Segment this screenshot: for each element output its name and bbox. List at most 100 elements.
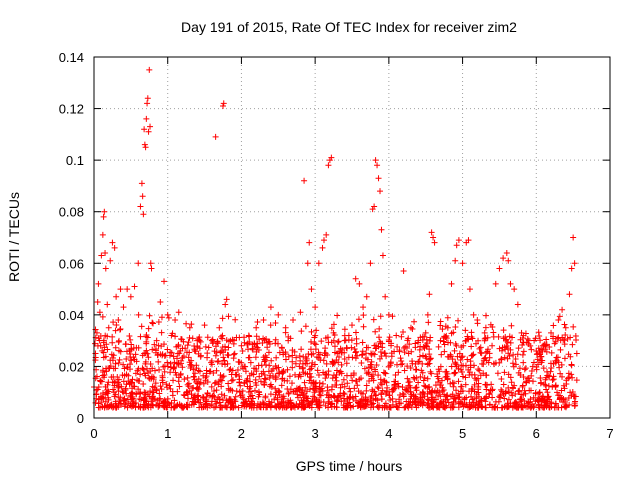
data-point	[466, 372, 473, 379]
x-axis-label: GPS time / hours	[296, 458, 403, 474]
data-point	[306, 366, 313, 373]
data-point	[168, 332, 175, 339]
data-point	[304, 260, 311, 267]
data-point	[231, 337, 238, 344]
data-point	[468, 333, 475, 340]
data-point	[383, 388, 390, 395]
data-point	[450, 383, 457, 390]
data-point	[137, 371, 144, 378]
data-point	[128, 357, 135, 364]
data-point	[126, 333, 133, 340]
data-point	[343, 360, 350, 367]
data-point	[558, 361, 565, 368]
x-tick-label: 7	[606, 426, 613, 441]
data-point	[500, 327, 507, 334]
data-point	[234, 366, 241, 373]
data-point	[157, 351, 164, 358]
data-point	[481, 337, 488, 344]
data-point	[104, 402, 111, 409]
data-point	[96, 337, 103, 344]
data-point	[442, 397, 449, 404]
data-point	[256, 336, 263, 343]
data-point	[490, 404, 497, 411]
axis-ticks	[93, 56, 611, 419]
data-point	[484, 334, 491, 341]
data-point	[143, 340, 150, 347]
data-point	[263, 354, 270, 361]
data-point	[543, 341, 550, 348]
data-point	[165, 314, 172, 321]
data-point	[482, 312, 489, 319]
data-point	[436, 404, 443, 411]
data-point	[241, 339, 248, 346]
data-point	[120, 378, 127, 385]
data-point	[452, 324, 459, 331]
data-point	[158, 314, 165, 321]
data-point	[262, 376, 269, 383]
data-point	[284, 386, 291, 393]
data-point	[473, 340, 480, 347]
data-point	[357, 404, 364, 411]
data-point	[447, 404, 454, 411]
data-point	[187, 363, 194, 370]
data-point	[360, 312, 367, 319]
data-point	[385, 311, 392, 318]
data-point	[195, 336, 202, 343]
data-point	[388, 353, 395, 360]
data-point	[386, 404, 393, 411]
data-point	[352, 275, 359, 282]
data-point	[425, 400, 432, 407]
data-point	[407, 324, 414, 331]
data-point	[321, 352, 328, 359]
data-point	[421, 382, 428, 389]
data-point	[136, 403, 143, 410]
data-point	[409, 358, 416, 365]
data-point	[437, 322, 444, 329]
data-point	[386, 334, 393, 341]
data-point	[257, 400, 264, 407]
data-point	[489, 387, 496, 394]
data-point	[540, 342, 547, 349]
data-point	[281, 377, 288, 384]
data-point	[465, 336, 472, 343]
data-point	[498, 404, 505, 411]
data-point	[104, 346, 111, 353]
data-point	[328, 403, 335, 410]
data-point	[163, 402, 170, 409]
data-point	[312, 304, 319, 311]
data-point	[279, 368, 286, 375]
data-point	[195, 375, 202, 382]
data-point	[212, 352, 219, 359]
data-point	[485, 346, 492, 353]
data-point	[169, 392, 176, 399]
data-point	[337, 384, 344, 391]
data-point	[232, 393, 239, 400]
data-point	[425, 384, 432, 391]
data-point	[249, 401, 256, 408]
data-point	[123, 356, 130, 363]
data-point	[176, 383, 183, 390]
data-point	[279, 399, 286, 406]
data-point	[233, 388, 240, 395]
data-point	[363, 293, 370, 300]
data-point	[370, 316, 377, 323]
data-point	[527, 396, 534, 403]
data-point	[293, 354, 300, 361]
data-point	[98, 252, 105, 259]
data-point	[308, 380, 315, 387]
data-point	[500, 381, 507, 388]
data-point	[314, 401, 321, 408]
data-point	[471, 381, 478, 388]
data-point	[570, 234, 577, 241]
data-point	[276, 391, 283, 398]
data-point	[103, 389, 110, 396]
data-point	[475, 380, 482, 387]
data-point	[529, 401, 536, 408]
data-point	[405, 404, 412, 411]
data-point	[313, 327, 320, 334]
data-point	[317, 402, 324, 409]
data-point	[262, 357, 269, 364]
data-point	[372, 157, 379, 164]
